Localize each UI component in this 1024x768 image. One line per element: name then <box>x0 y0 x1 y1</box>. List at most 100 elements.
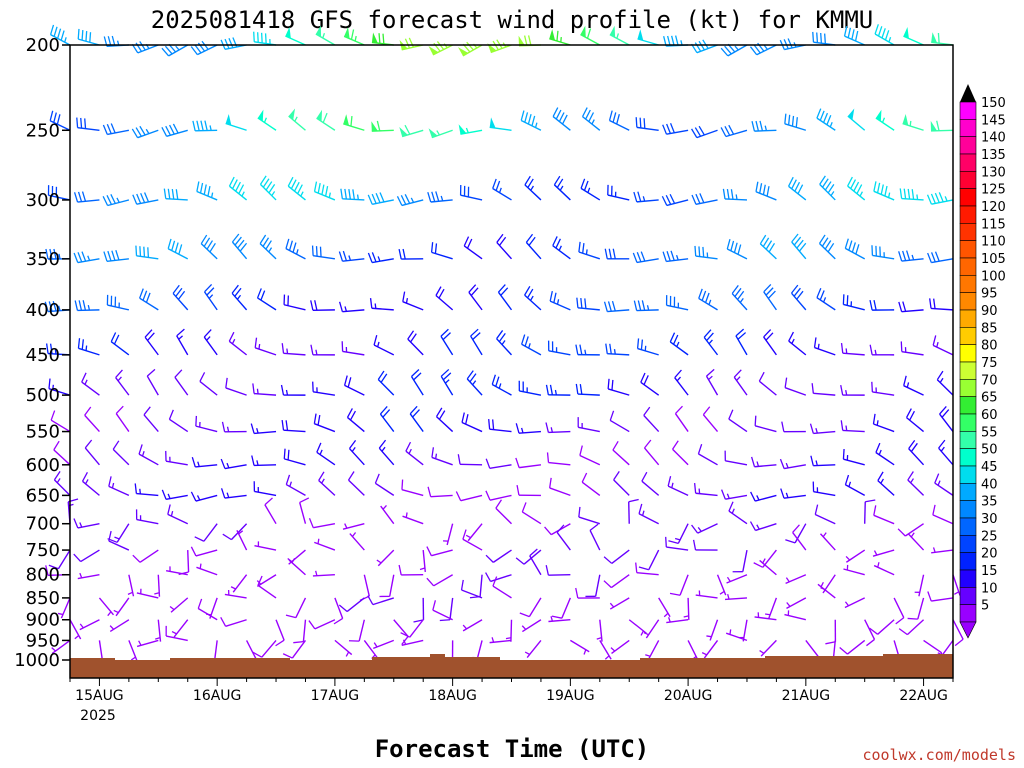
wind-barb <box>720 489 748 500</box>
barb-full <box>401 636 409 645</box>
barb-full <box>318 471 325 481</box>
barb-half <box>524 651 530 656</box>
wind-barb <box>191 456 218 468</box>
barb-half <box>109 625 115 630</box>
barb-full <box>628 498 639 503</box>
wind-barb <box>485 490 512 501</box>
barb-staff <box>904 523 924 537</box>
barb-full <box>342 250 348 261</box>
barb-full <box>465 414 469 425</box>
barb-full <box>466 370 474 380</box>
wind-barb <box>874 24 895 46</box>
colorbar-swatch <box>959 344 977 363</box>
barb-half <box>583 649 587 655</box>
colorbar-swatch <box>959 309 977 328</box>
barb-full <box>407 330 415 340</box>
barb-half <box>351 447 356 452</box>
barb-staff <box>460 463 483 466</box>
wind-barb <box>728 409 748 433</box>
wind-barb <box>77 572 100 580</box>
wind-barb <box>934 473 954 496</box>
barb-full <box>575 587 579 599</box>
barb-staff <box>462 538 483 551</box>
barb-full <box>936 370 944 381</box>
barb-full <box>315 246 318 257</box>
barb-full <box>579 384 583 395</box>
barb-staff <box>489 494 512 501</box>
wind-barb <box>898 301 924 313</box>
barb-staff <box>460 494 483 502</box>
barb-full <box>851 242 856 253</box>
barb-staff <box>230 523 248 541</box>
wind-barb <box>872 413 895 433</box>
wind-barb <box>669 332 689 356</box>
barb-full <box>826 115 832 125</box>
wind-barb <box>637 29 659 46</box>
barb-full <box>561 114 568 125</box>
barb-full <box>553 175 561 186</box>
wind-barb <box>76 117 100 131</box>
wind-barb <box>413 597 425 623</box>
barb-full <box>753 562 764 568</box>
barb-full <box>930 193 936 204</box>
barb-half <box>348 255 352 261</box>
wind-barb <box>435 407 454 433</box>
barb-half <box>759 650 765 654</box>
barb-half <box>791 338 795 344</box>
barb-full <box>367 252 373 263</box>
barb-staff <box>449 597 454 620</box>
barb-flag <box>344 27 350 39</box>
barb-half <box>56 478 61 484</box>
wind-barb <box>371 32 394 46</box>
barb-full <box>877 26 883 37</box>
y-tick-label: 700 <box>26 514 60 535</box>
wind-barb <box>552 107 571 131</box>
barb-full <box>115 369 123 378</box>
barb-half <box>845 348 848 354</box>
barb-full <box>722 188 726 200</box>
barb-full <box>898 251 903 262</box>
barb-full <box>398 248 402 260</box>
barb-full <box>791 115 795 127</box>
barb-full <box>706 332 714 341</box>
barb-half <box>529 295 534 301</box>
barb-staff <box>187 550 190 573</box>
barb-half <box>953 591 960 595</box>
wind-barb <box>628 619 647 636</box>
wind-barb <box>221 421 247 433</box>
wind-barb <box>400 619 424 638</box>
barb-full <box>373 335 378 346</box>
wind-barb <box>643 619 660 639</box>
wind-barb <box>410 369 424 396</box>
wind-barb <box>455 491 483 502</box>
barb-full <box>698 288 703 299</box>
barb-full <box>515 557 525 565</box>
barb-full <box>264 497 273 506</box>
wind-barb <box>819 175 836 201</box>
barb-full <box>132 554 141 563</box>
wind-barb <box>495 499 512 525</box>
barb-flag <box>847 108 855 120</box>
wind-barb <box>163 188 188 201</box>
barb-half <box>609 602 615 608</box>
barb-half <box>51 647 56 652</box>
wind-barb <box>873 562 895 576</box>
wind-barb <box>788 331 807 356</box>
barb-full <box>167 188 171 200</box>
barb-full <box>527 114 532 125</box>
wind-barb <box>333 597 344 625</box>
barb-full <box>812 31 815 43</box>
barb-staff <box>285 35 306 46</box>
barb-full <box>252 383 255 394</box>
barb-full <box>635 562 638 573</box>
barb-full <box>733 242 738 253</box>
barb-half <box>616 33 620 39</box>
wind-barb <box>633 191 659 203</box>
barb-full <box>177 290 186 300</box>
wind-barb <box>579 445 601 466</box>
barb-full <box>442 372 452 381</box>
wind-barb <box>724 450 748 466</box>
barb-full <box>728 501 734 512</box>
barb-full <box>377 370 385 380</box>
barb-full <box>691 194 697 205</box>
